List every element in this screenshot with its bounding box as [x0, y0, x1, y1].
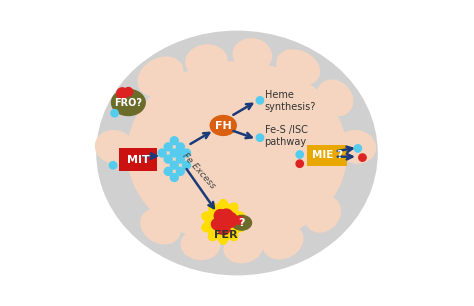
Ellipse shape [232, 215, 252, 230]
Circle shape [164, 155, 172, 163]
Text: FER: FER [214, 230, 238, 240]
Ellipse shape [96, 31, 378, 275]
Polygon shape [202, 200, 245, 244]
Text: MIE ?: MIE ? [312, 151, 343, 160]
Circle shape [164, 143, 172, 151]
Ellipse shape [181, 230, 220, 260]
Circle shape [214, 210, 227, 222]
Circle shape [158, 149, 166, 157]
Text: ?: ? [238, 218, 245, 228]
Circle shape [170, 137, 178, 145]
Ellipse shape [140, 208, 181, 244]
Circle shape [124, 88, 133, 96]
Circle shape [354, 145, 362, 152]
Circle shape [296, 160, 303, 167]
Circle shape [176, 143, 184, 151]
Circle shape [109, 162, 117, 169]
Circle shape [213, 223, 221, 230]
Ellipse shape [145, 75, 329, 231]
Circle shape [170, 149, 178, 157]
Ellipse shape [304, 196, 341, 233]
Circle shape [176, 149, 184, 157]
Circle shape [170, 174, 178, 181]
Ellipse shape [223, 232, 263, 263]
Circle shape [359, 154, 366, 161]
Text: Heme
synthesis?: Heme synthesis? [264, 90, 316, 112]
Circle shape [296, 151, 303, 158]
Ellipse shape [95, 130, 135, 164]
FancyBboxPatch shape [307, 145, 347, 166]
Text: FRO?: FRO? [114, 99, 142, 108]
Ellipse shape [262, 224, 303, 259]
Circle shape [236, 216, 244, 224]
Ellipse shape [127, 61, 347, 245]
FancyBboxPatch shape [119, 148, 157, 171]
Circle shape [182, 149, 191, 157]
Ellipse shape [276, 49, 320, 85]
Circle shape [170, 161, 178, 169]
Circle shape [222, 212, 237, 227]
Circle shape [164, 167, 172, 175]
Text: Fe-S /ISC
pathway: Fe-S /ISC pathway [264, 125, 308, 147]
Text: MIT: MIT [127, 155, 150, 165]
Ellipse shape [337, 130, 376, 164]
Ellipse shape [111, 90, 145, 116]
Circle shape [256, 134, 264, 141]
Ellipse shape [185, 44, 228, 78]
Circle shape [117, 88, 128, 99]
Text: Fe Excess: Fe Excess [181, 151, 217, 190]
Ellipse shape [210, 116, 236, 136]
Ellipse shape [137, 56, 183, 97]
Circle shape [176, 167, 184, 175]
Circle shape [211, 219, 222, 230]
Circle shape [182, 161, 191, 169]
Ellipse shape [317, 80, 353, 116]
Text: FH: FH [215, 121, 232, 131]
Circle shape [219, 209, 233, 222]
Circle shape [111, 110, 118, 117]
Circle shape [218, 222, 230, 235]
Ellipse shape [232, 38, 272, 72]
Circle shape [256, 97, 264, 104]
Circle shape [176, 155, 184, 163]
